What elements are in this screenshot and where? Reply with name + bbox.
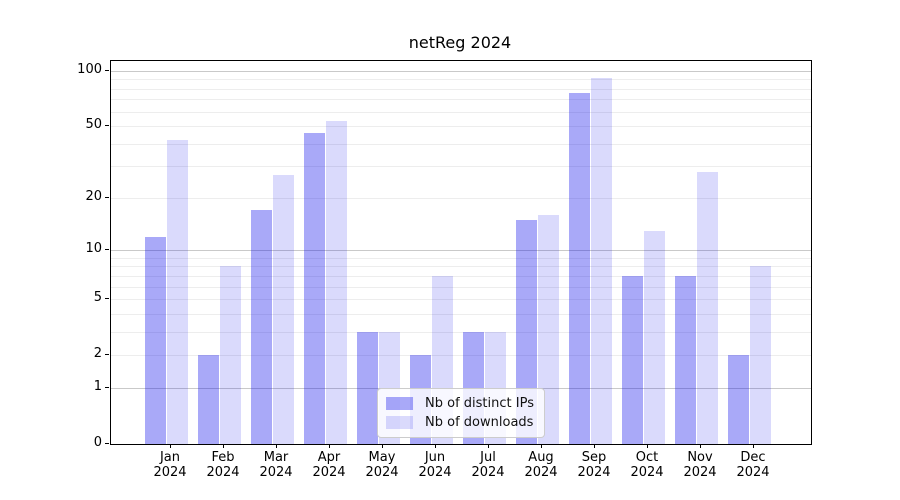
minor-gridline [111,299,811,301]
minor-gridline [111,257,811,259]
bar-nb-of-distinct-ips-oct [622,275,643,444]
minor-gridline [111,111,811,113]
legend-label-downloads: Nb of downloads [425,415,534,430]
x-tick-label-jul: Jul 2024 [471,450,505,480]
x-tick-label-jan: Jan 2024 [153,450,187,480]
major-gridline [111,250,811,252]
x-tick-mark [753,444,754,448]
bar-nb-of-distinct-ips-feb [198,355,219,444]
x-tick-label-apr: Apr 2024 [312,450,346,480]
minor-gridline [111,355,811,357]
x-tick-label-may: May 2024 [365,450,399,480]
x-tick-label-nov: Nov 2024 [683,450,717,480]
bar-nb-of-distinct-ips-sep [569,92,590,444]
y-tick-label-5: 5 [93,290,102,306]
x-tick-label-sep: Sep 2024 [577,450,611,480]
y-tick-label-0: 0 [93,435,102,450]
y-tick-mark [105,443,109,444]
minor-gridline [111,143,811,145]
bar-nb-of-downloads-sep [591,78,612,444]
x-tick-label-aug: Aug 2024 [524,450,558,480]
bar-nb-of-downloads-jan [167,139,188,444]
bar-nb-of-distinct-ips-apr [304,132,325,444]
bar-nb-of-distinct-ips-jan [145,236,166,444]
chart-title: netReg 2024 [408,33,512,52]
x-tick-mark [170,444,171,448]
legend: Nb of distinct IPs Nb of downloads [377,388,545,438]
y-tick-mark [105,386,109,388]
minor-gridline [111,266,811,268]
bar-nb-of-downloads-feb [220,266,241,444]
legend-swatch-downloads [386,416,414,429]
bar-nb-of-distinct-ips-mar [251,210,272,444]
bar-nb-of-downloads-nov [697,171,718,444]
minor-gridline [111,88,811,90]
bar-nb-of-distinct-ips-nov [675,275,696,444]
y-tick-label-20: 20 [85,188,102,204]
y-tick-label-100: 100 [77,61,102,77]
x-tick-label-dec: Dec 2024 [736,450,770,480]
y-tick-label-10: 10 [85,241,102,257]
y-tick-mark [105,196,109,198]
x-tick-mark [594,444,595,448]
bar-nb-of-downloads-mar [273,174,294,444]
x-tick-mark [276,444,277,448]
x-tick-mark [329,444,330,448]
y-tick-mark [105,249,109,251]
x-tick-label-jun: Jun 2024 [418,450,452,480]
minor-gridline [111,99,811,101]
minor-gridline [111,79,811,81]
y-tick-label-2: 2 [93,346,102,362]
x-tick-mark [435,444,436,448]
legend-item-distinct-ips: Nb of distinct IPs [386,394,534,413]
bar-nb-of-downloads-aug [538,214,559,444]
minor-gridline [111,166,811,168]
y-tick-mark [105,69,109,71]
y-tick-label-50: 50 [85,117,102,133]
x-tick-mark [223,444,224,448]
legend-swatch-distinct-ips [386,397,414,410]
legend-label-distinct-ips: Nb of distinct IPs [425,396,534,411]
legend-item-downloads: Nb of downloads [386,413,534,432]
bar-nb-of-distinct-ips-may [357,331,378,444]
minor-gridline [111,197,811,199]
minor-gridline [111,313,811,315]
major-gridline [111,70,811,72]
x-tick-mark [541,444,542,448]
minor-gridline [111,286,811,288]
y-tick-mark [105,125,109,127]
bar-nb-of-downloads-dec [750,266,771,444]
x-tick-label-mar: Mar 2024 [259,450,293,480]
x-tick-mark [382,444,383,448]
plot-area: Nb of distinct IPs Nb of downloads [110,60,812,445]
bar-nb-of-distinct-ips-dec [728,355,749,444]
y-tick-mark [105,354,109,356]
minor-gridline [111,126,811,128]
bar-nb-of-distinct-ips-aug [516,219,537,444]
x-tick-label-feb: Feb 2024 [206,450,240,480]
minor-gridline [111,275,811,277]
x-tick-mark [488,444,489,448]
y-tick-label-1: 1 [93,378,102,394]
y-tick-mark [105,298,109,300]
x-tick-label-oct: Oct 2024 [630,450,664,480]
x-tick-mark [700,444,701,448]
minor-gridline [111,331,811,333]
x-tick-mark [647,444,648,448]
bar-nb-of-downloads-apr [326,121,347,444]
bar-nb-of-downloads-oct [644,230,665,444]
